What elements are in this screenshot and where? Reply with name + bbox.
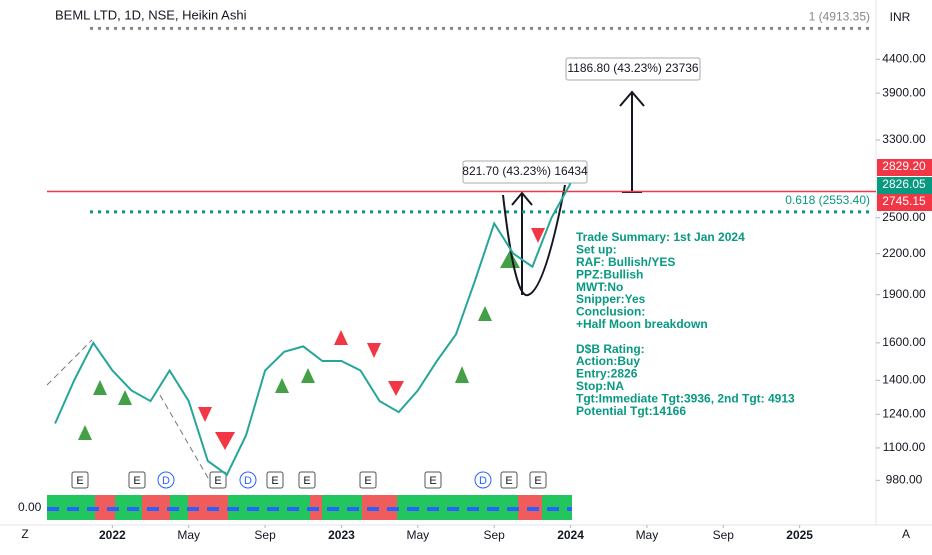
buy-signal [78, 425, 92, 440]
event-marker [209, 471, 227, 489]
event-label: D [162, 475, 170, 487]
measure-label: 821.70 (43.23%) 16434 [462, 164, 588, 178]
price-tag-label: 2745.15 [882, 194, 926, 208]
y-tick-label: 2500.00 [882, 210, 926, 224]
note: MWT:No [576, 280, 623, 294]
x-tick-label: Sep [713, 528, 735, 542]
fib-label: 1 (4913.35) [809, 10, 870, 24]
note: RAF: Bullish/YES [576, 255, 675, 269]
x-tick-label: May [406, 528, 429, 542]
price-tag-label: 2826.05 [882, 177, 926, 191]
price-line [54, 182, 572, 477]
event-label: E [133, 475, 140, 487]
x-tick-label: 2024 [557, 528, 584, 542]
note: Tgt:Immediate Tgt:3936, 2nd Tgt: 4913 [576, 391, 795, 405]
note: D$B Rating: [576, 342, 645, 356]
y-tick-label: 980.00 [886, 472, 923, 486]
note: Conclusion: [576, 305, 645, 319]
event-label: E [534, 475, 541, 487]
corner-left[interactable]: Z [21, 527, 28, 541]
x-tick-label: 2022 [99, 528, 126, 542]
buy-signal [455, 366, 469, 383]
y-tick-label: 2200.00 [882, 246, 926, 260]
event-label: E [76, 475, 83, 487]
sell-signal [531, 228, 545, 243]
price-tag-label: 2829.20 [882, 159, 926, 173]
note: Snipper:Yes [576, 292, 646, 306]
indicator-panel: 0.00 [18, 495, 572, 520]
event-label: D [479, 475, 487, 487]
currency: INR [890, 10, 911, 24]
note: Stop:NA [576, 379, 624, 393]
corner-right[interactable]: A [902, 527, 910, 541]
indicator-label: 0.00 [18, 500, 42, 514]
buy-signal [301, 368, 315, 383]
event-label: E [505, 475, 512, 487]
note: Set up: [576, 243, 617, 257]
measure-box [565, 57, 701, 81]
y-tick-label: 1400.00 [882, 372, 926, 386]
buy-signal [500, 250, 520, 268]
x-tick-label: Sep [484, 528, 506, 542]
event-label: E [303, 475, 310, 487]
note: +Half Moon breakdown [576, 317, 708, 331]
chart-title: BEML LTD, 1D, NSE, Heikin Ashi [55, 7, 247, 22]
y-tick-label: 4400.00 [882, 51, 926, 65]
note: Trade Summary: 1st Jan 2024 [576, 230, 745, 244]
x-tick-label: May [636, 528, 659, 542]
event-marker [359, 471, 377, 489]
event-marker [128, 471, 146, 489]
event-marker [71, 471, 89, 489]
event-marker [266, 471, 284, 489]
buy-signal [478, 306, 492, 321]
measure-box [462, 160, 588, 184]
buy-signal [275, 378, 289, 393]
price-tag [877, 159, 932, 176]
sell-signal [334, 330, 348, 345]
event-marker [239, 471, 257, 489]
price-tag [877, 194, 932, 211]
y-tick-label: 1600.00 [882, 335, 926, 349]
trend-drawing [46, 339, 216, 491]
buy-signal [118, 390, 132, 405]
measure-label: 1186.80 (43.23%) 23736 [567, 61, 699, 75]
sell-signal [367, 343, 381, 358]
event-label: E [214, 475, 221, 487]
event-marker [157, 471, 175, 489]
x-tick-label: Sep [254, 528, 276, 542]
note: Action:Buy [576, 354, 640, 368]
note: PPZ:Bullish [576, 267, 643, 281]
y-tick-label: 1100.00 [883, 440, 926, 454]
indicator-red [95, 495, 115, 520]
sell-signal [388, 381, 404, 396]
x-tick-label: 2025 [786, 528, 813, 542]
fib-label: 0.618 (2553.40) [785, 193, 870, 207]
event-label: E [429, 475, 436, 487]
event-marker [424, 471, 442, 489]
event-marker [298, 471, 316, 489]
y-tick-label: 3900.00 [882, 85, 926, 99]
note: Entry:2826 [576, 367, 638, 381]
y-tick-label: 1240.00 [882, 407, 926, 421]
y-tick-label: 3300.00 [882, 132, 926, 146]
event-label: D [244, 475, 252, 487]
measure-arrow [511, 191, 533, 295]
event-label: E [271, 475, 278, 487]
event-marker [474, 471, 492, 489]
x-tick-label: 2023 [328, 528, 355, 542]
event-label: E [364, 475, 371, 487]
sell-signal [215, 432, 235, 450]
y-tick-label: 1900.00 [882, 287, 926, 301]
event-marker [500, 471, 518, 489]
price-tag [877, 177, 932, 194]
x-tick-label: May [177, 528, 200, 542]
signals [78, 228, 545, 450]
event-marker [529, 471, 547, 489]
note: Potential Tgt:14166 [576, 404, 686, 418]
buy-signal [93, 380, 107, 395]
sell-signal [198, 407, 212, 422]
